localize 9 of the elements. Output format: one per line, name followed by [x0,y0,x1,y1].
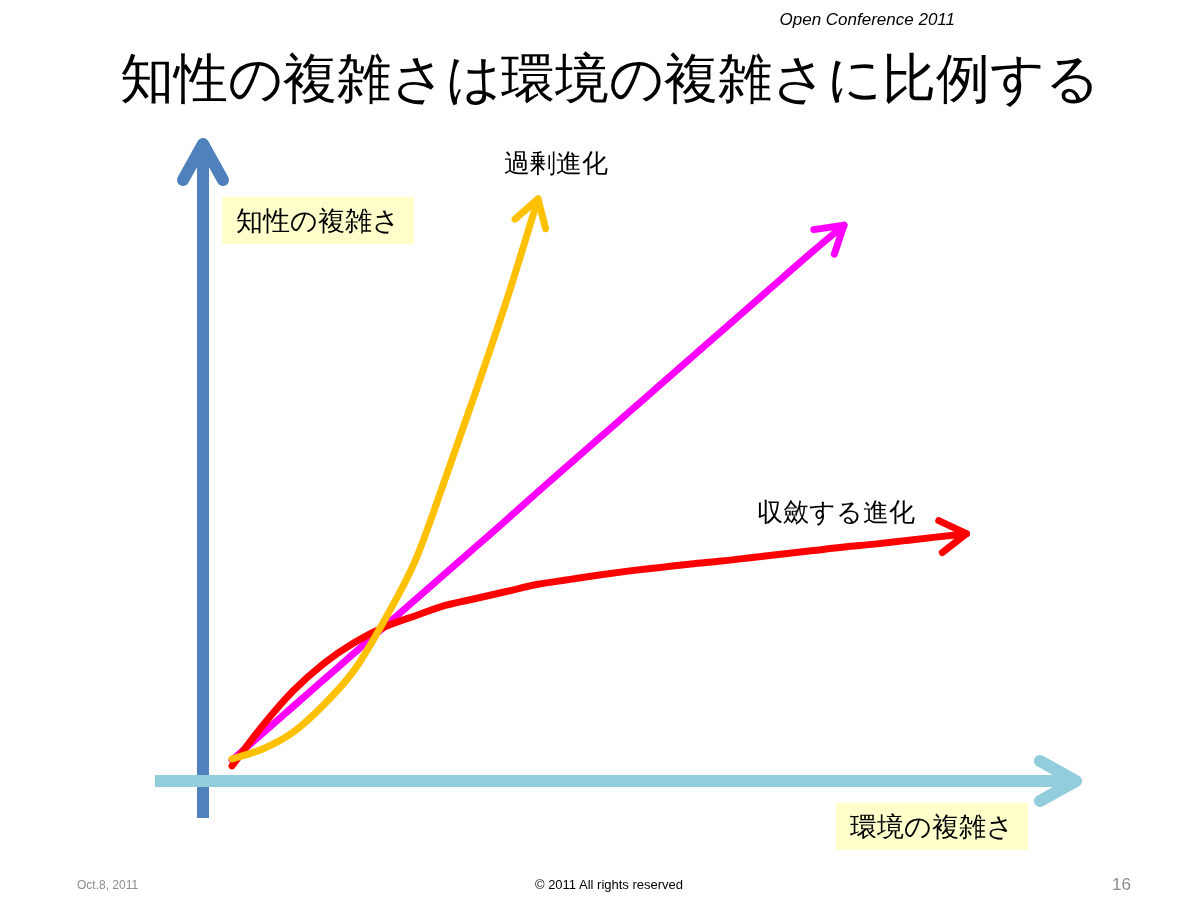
ylabel-box: 知性の複雑さ [222,197,414,244]
annotation: Open Conference 2011 [779,10,955,29]
annotation: Oct.8, 2011 [77,878,139,892]
annotation: © 2011 All rights reserved [534,877,684,892]
x-axis-title: 環境の複雑さ [850,811,1014,842]
xlabel-box: 環境の複雑さ [836,803,1028,850]
y-axis-title: 知性の複雑さ [236,205,400,236]
title: 知性の複雑さは環境の複雑さに比例する [120,47,1100,110]
annotation: 16 [1112,875,1131,894]
